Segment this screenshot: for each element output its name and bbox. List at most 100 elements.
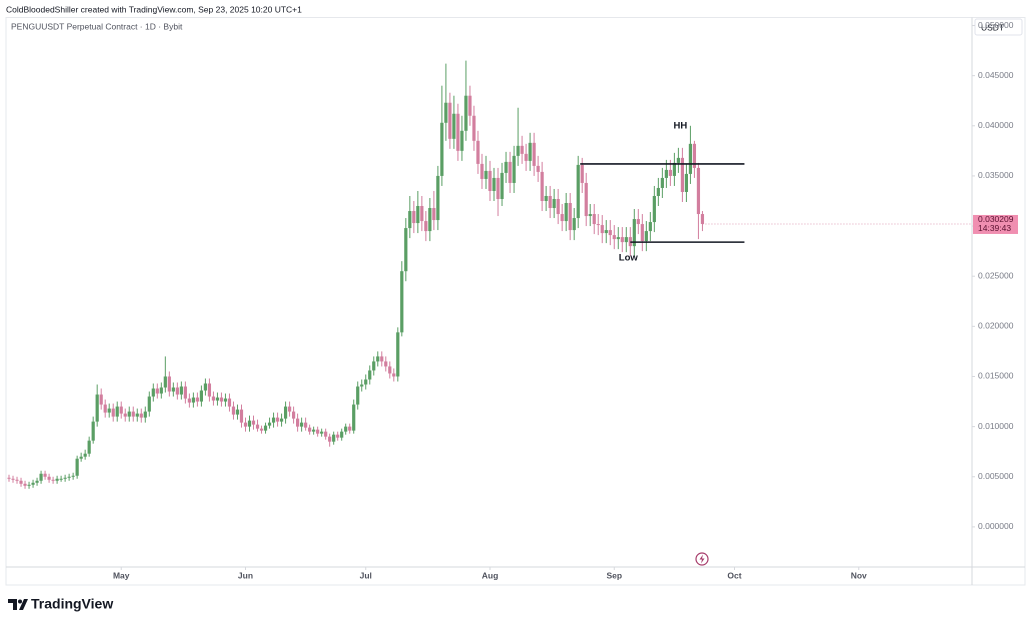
candle-body bbox=[340, 431, 344, 438]
candle-body bbox=[227, 398, 232, 407]
candle-body bbox=[472, 115, 476, 141]
candle-body bbox=[267, 422, 272, 426]
candle-body bbox=[588, 214, 592, 217]
candle-body bbox=[388, 366, 392, 374]
candle-body bbox=[71, 475, 75, 477]
candle-body bbox=[560, 214, 564, 222]
candle-body bbox=[291, 411, 296, 419]
candle-body bbox=[628, 237, 632, 247]
candle-body bbox=[312, 429, 316, 432]
candle-body bbox=[159, 387, 163, 394]
candle-body bbox=[211, 396, 216, 401]
candle-body bbox=[596, 224, 600, 226]
candle-body bbox=[644, 231, 648, 242]
candle-body bbox=[600, 225, 604, 234]
candle-body bbox=[428, 208, 432, 232]
candle-body bbox=[524, 153, 528, 161]
candle-body bbox=[572, 218, 576, 231]
annotation: Low bbox=[619, 253, 639, 264]
candle-body bbox=[456, 113, 460, 151]
candle-body bbox=[167, 376, 171, 392]
candle-body bbox=[263, 425, 268, 431]
candle-body bbox=[516, 145, 520, 156]
y-tick-label: 0.015000 bbox=[978, 371, 1014, 381]
candle-body bbox=[27, 484, 31, 486]
candle-body bbox=[195, 397, 199, 402]
candle-body bbox=[392, 373, 396, 377]
candle-body bbox=[440, 122, 444, 176]
candle-body bbox=[528, 142, 532, 161]
candle-body bbox=[504, 161, 508, 173]
candle-body bbox=[348, 426, 352, 431]
candle-body bbox=[484, 170, 488, 179]
candle-body bbox=[652, 195, 656, 223]
logo-text: TradingView bbox=[31, 596, 113, 612]
candle-body bbox=[660, 177, 664, 188]
candle-body bbox=[19, 480, 23, 484]
candle-body bbox=[584, 182, 588, 217]
candle-body bbox=[640, 224, 644, 242]
candle-body bbox=[496, 177, 500, 199]
candle-body bbox=[239, 409, 244, 423]
candle-body bbox=[316, 429, 320, 434]
candle-body bbox=[55, 478, 59, 481]
candle-body bbox=[368, 370, 372, 380]
candle-body bbox=[7, 477, 11, 479]
candle-body bbox=[31, 482, 35, 485]
candle-body bbox=[500, 172, 504, 199]
candle-body bbox=[243, 422, 248, 427]
candle-body bbox=[123, 413, 127, 417]
candle-body bbox=[700, 214, 705, 224]
candle-body bbox=[163, 376, 167, 388]
candle-body bbox=[576, 164, 580, 219]
candle-body bbox=[436, 175, 440, 221]
candle-body bbox=[324, 431, 328, 437]
candle-body bbox=[11, 478, 15, 480]
unit-box bbox=[974, 18, 1023, 36]
candle-body bbox=[400, 271, 404, 333]
candle-body bbox=[564, 203, 568, 222]
candle-body bbox=[75, 458, 79, 476]
candle-body bbox=[47, 476, 51, 480]
candle-body bbox=[15, 479, 19, 481]
candle-body bbox=[520, 145, 524, 154]
candle-body bbox=[476, 140, 480, 164]
candle-body bbox=[444, 102, 448, 123]
candle-body bbox=[548, 195, 552, 209]
candle-body bbox=[376, 356, 380, 362]
candle-body bbox=[255, 424, 260, 429]
candle-body bbox=[420, 206, 424, 222]
candle-body bbox=[492, 177, 496, 191]
candle-body bbox=[332, 434, 336, 442]
candle-body bbox=[336, 434, 340, 438]
candle-body bbox=[231, 406, 236, 415]
header: ColdBloodedShiller created with TradingV… bbox=[6, 4, 302, 14]
chart-subtitle: PENGUUSDT Perpetual Contract · 1D · Bybi… bbox=[11, 21, 183, 31]
candle-body bbox=[300, 422, 304, 427]
candle-body bbox=[151, 388, 155, 397]
candle-body bbox=[668, 169, 672, 176]
candle-body bbox=[620, 237, 624, 243]
candle-body bbox=[636, 219, 640, 225]
candle-body bbox=[139, 413, 143, 418]
candle-body bbox=[251, 420, 256, 425]
candle-body bbox=[328, 436, 332, 442]
candle-body bbox=[235, 409, 240, 415]
x-tick-label: Nov bbox=[851, 570, 867, 580]
countdown: 14:39:43 bbox=[978, 223, 1011, 233]
candle-body bbox=[283, 406, 288, 419]
candle-body bbox=[35, 480, 39, 483]
candle-body bbox=[568, 203, 572, 231]
candle-body bbox=[684, 173, 689, 192]
candle-body bbox=[648, 222, 652, 232]
candle-body bbox=[135, 413, 139, 417]
y-tick-label: 0.005000 bbox=[978, 471, 1014, 481]
x-tick-label: Aug bbox=[482, 570, 499, 580]
candle-body bbox=[304, 422, 308, 428]
candle-body bbox=[215, 397, 220, 401]
candle-body bbox=[372, 361, 376, 371]
annotation: HH bbox=[674, 120, 688, 131]
y-tick-label: 0.020000 bbox=[978, 321, 1014, 331]
